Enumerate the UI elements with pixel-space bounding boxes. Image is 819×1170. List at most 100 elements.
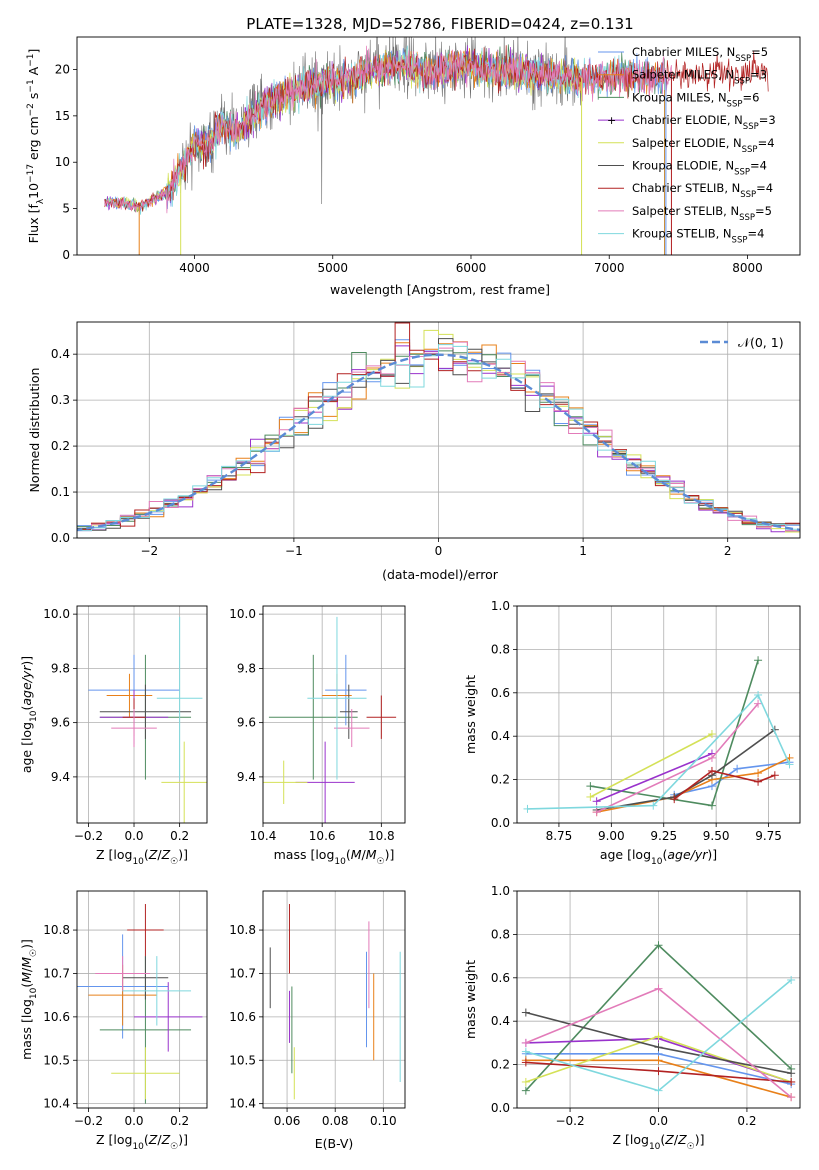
x-tick-label: 0.06 bbox=[274, 1114, 301, 1128]
label-part: age [log bbox=[19, 722, 34, 773]
y-tick-label: 0 bbox=[62, 248, 70, 262]
legend-entry-sub: SSP bbox=[734, 77, 750, 87]
legend-marker: + bbox=[607, 114, 616, 127]
y-tick-label: 10.6 bbox=[229, 1010, 256, 1024]
spectrum-series-line bbox=[104, 45, 665, 215]
mass-weight-series-line bbox=[527, 693, 791, 810]
x-tick-label: 10.8 bbox=[368, 829, 395, 843]
x-tick-label: 0.0 bbox=[649, 1114, 668, 1128]
legend-entry-text: Salpeter STELIB, N bbox=[632, 204, 739, 218]
x-tick-label: 8000 bbox=[732, 261, 763, 275]
axes-frame bbox=[262, 890, 406, 1109]
x-tick-label: 0.0 bbox=[124, 1114, 143, 1128]
y-tick-label: 0.4 bbox=[491, 1014, 510, 1028]
legend-entry-text: Chabrier STELIB, N bbox=[632, 181, 740, 195]
legend-entry-text: Kroupa ELODIE, N bbox=[632, 159, 734, 173]
legend-entry: Salpeter MILES, NSSP=3 bbox=[632, 68, 767, 87]
x-tick-label: 0.2 bbox=[737, 1114, 756, 1128]
label-part: erg cm bbox=[26, 116, 41, 164]
x-tick-label: 1 bbox=[579, 544, 587, 558]
label-part: M bbox=[366, 847, 377, 862]
axes-frame bbox=[76, 890, 208, 1109]
x-tick-label: −0.2 bbox=[74, 829, 103, 843]
label-part: 10 bbox=[29, 710, 39, 722]
x-tick-label: 7000 bbox=[594, 261, 625, 275]
y-tick-label: 10.7 bbox=[229, 966, 256, 980]
x-tick-label: 6000 bbox=[456, 261, 487, 275]
label-part: )] bbox=[178, 847, 188, 862]
plot-area bbox=[77, 322, 800, 538]
y-tick-label: 0.4 bbox=[51, 347, 70, 361]
x-tick-label: −1 bbox=[285, 544, 303, 558]
legend-entry-sub: SSP bbox=[734, 168, 750, 178]
histogram-series bbox=[77, 344, 800, 538]
mass-weight-x-axis-label: age [log10(age/yr)] bbox=[600, 847, 717, 867]
legend-entry: Chabrier ELODIE, NSSP=3 bbox=[632, 113, 776, 132]
y-tick-label: 0.0 bbox=[491, 816, 510, 830]
y-tick-label: 10.5 bbox=[43, 1053, 70, 1067]
normal-reference-curve bbox=[77, 353, 800, 532]
y-tick-label: 9.4 bbox=[237, 770, 256, 784]
label-part: ( bbox=[660, 1132, 665, 1147]
legend-entry: Chabrier MILES, NSSP=5 bbox=[632, 45, 768, 64]
x-tick-label: −2 bbox=[140, 544, 158, 558]
label-part: −1 bbox=[26, 79, 36, 92]
spectrum-y-axis-label: Flux [fλ10−17 erg cm−2 s−1 A−1] bbox=[26, 49, 46, 244]
legend-entry-value: =3 bbox=[750, 68, 767, 82]
x-tick-label: 9.75 bbox=[755, 829, 782, 843]
y-tick-label: 10 bbox=[55, 155, 70, 169]
x-tick-label: −0.2 bbox=[555, 1114, 584, 1128]
label-part: / bbox=[157, 1132, 162, 1147]
legend-entry-sub: SSP bbox=[742, 145, 758, 155]
label-part: Z bbox=[148, 847, 158, 862]
x-tick-label: 0.08 bbox=[322, 1114, 349, 1128]
y-tick-label: 5 bbox=[62, 202, 70, 216]
label-part: )] bbox=[695, 1132, 705, 1147]
label-part: / bbox=[674, 1132, 679, 1147]
legend-entry-value: =3 bbox=[759, 113, 776, 127]
x-tick-label: 8.75 bbox=[546, 829, 573, 843]
y-tick-label: 0.2 bbox=[491, 773, 510, 787]
mass-weight-series-line bbox=[596, 752, 713, 803]
label-part: 10 bbox=[651, 857, 663, 867]
plot-area bbox=[523, 656, 794, 817]
label-part: ( bbox=[19, 983, 34, 988]
label-part: )] bbox=[19, 939, 34, 949]
x-tick-label: 9.00 bbox=[598, 829, 625, 843]
errorbar-x-axis-label: Z [log10(Z/Z☉)] bbox=[96, 1132, 188, 1152]
label-part: Z [log bbox=[612, 1132, 648, 1147]
label-part: Z bbox=[664, 1132, 674, 1147]
label-part: −2 bbox=[26, 103, 36, 116]
plot-area bbox=[88, 616, 207, 823]
x-tick-label: 10.4 bbox=[250, 829, 277, 843]
label-part: 10 bbox=[132, 1142, 144, 1152]
label-part: )] bbox=[385, 847, 395, 862]
label-part: age [log bbox=[600, 847, 651, 862]
axes-frame bbox=[76, 36, 801, 256]
axes-frame bbox=[76, 605, 208, 824]
legend-entry: Salpeter STELIB, NSSP=5 bbox=[632, 204, 772, 223]
histogram-x-axis-label: (data-model)/error bbox=[382, 567, 499, 582]
y-tick-label: 0.2 bbox=[491, 1058, 510, 1072]
y-tick-label: 0.8 bbox=[491, 927, 510, 941]
y-tick-label: 9.4 bbox=[51, 770, 70, 784]
legend-entry: Kroupa STELIB, NSSP=4 bbox=[632, 227, 764, 246]
y-tick-label: 0.0 bbox=[491, 1101, 510, 1115]
label-part: ☉ bbox=[170, 857, 178, 867]
label-part: mass [log bbox=[19, 999, 34, 1060]
legend-entry-text: Chabrier MILES, N bbox=[632, 45, 735, 59]
label-part: 10 bbox=[132, 857, 144, 867]
label-part: Z [log bbox=[96, 1132, 132, 1147]
mass-weight-y-axis-label: mass weight bbox=[463, 675, 478, 754]
y-tick-label: 1.0 bbox=[491, 599, 510, 613]
label-part: Z [log bbox=[96, 847, 132, 862]
y-tick-label: 10.5 bbox=[229, 1053, 256, 1067]
y-tick-label: 0.1 bbox=[51, 485, 70, 499]
legend-entry-value: =5 bbox=[751, 45, 768, 59]
plot-area bbox=[77, 904, 203, 1104]
y-tick-label: 0.0 bbox=[51, 531, 70, 545]
label-part: / bbox=[19, 967, 34, 972]
mass-weight-x-axis-label: Z [log10(Z/Z☉)] bbox=[612, 1132, 704, 1152]
legend-entry-value: =4 bbox=[750, 159, 767, 173]
plot-area bbox=[521, 941, 796, 1102]
